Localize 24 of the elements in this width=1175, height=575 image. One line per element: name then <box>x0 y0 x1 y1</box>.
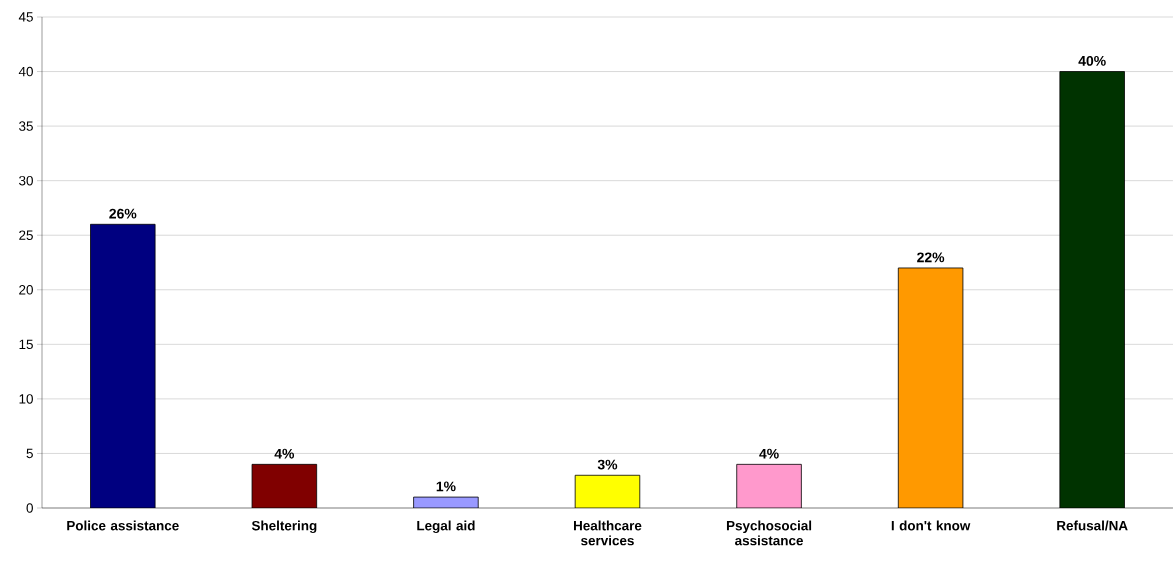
x-tick-label: Legal aid <box>417 520 475 534</box>
x-tick-label: I don't know <box>891 520 971 531</box>
data-label: 40% <box>1078 55 1106 66</box>
data-label: 4% <box>759 448 779 459</box>
x-tick-label: Psychosocial assistance <box>726 520 812 546</box>
y-tick-label: 40 <box>18 66 33 77</box>
data-label: 26% <box>109 208 137 219</box>
y-tick-label: 30 <box>19 175 33 186</box>
data-label: 3% <box>597 459 618 470</box>
data-label: 22% <box>917 252 945 263</box>
y-tick-label: 15 <box>19 339 33 350</box>
x-tick-label: Sheltering <box>251 520 317 534</box>
y-tick-label: 35 <box>19 121 33 131</box>
y-tick-label: 25 <box>19 230 33 240</box>
data-label: 1% <box>436 481 456 492</box>
x-tick-label: Police assistance <box>67 520 179 531</box>
x-tick-label: Healthcare services <box>574 520 642 546</box>
x-tick-label: Refusal/NA <box>1057 520 1128 531</box>
y-tick-label: 45 <box>18 12 33 22</box>
y-tick-label: 0 <box>26 503 33 513</box>
y-tick-label: 10 <box>19 394 33 404</box>
y-tick-label: 20 <box>19 285 33 295</box>
y-tick-label: 5 <box>26 448 33 459</box>
data-label: 4% <box>274 448 295 459</box>
